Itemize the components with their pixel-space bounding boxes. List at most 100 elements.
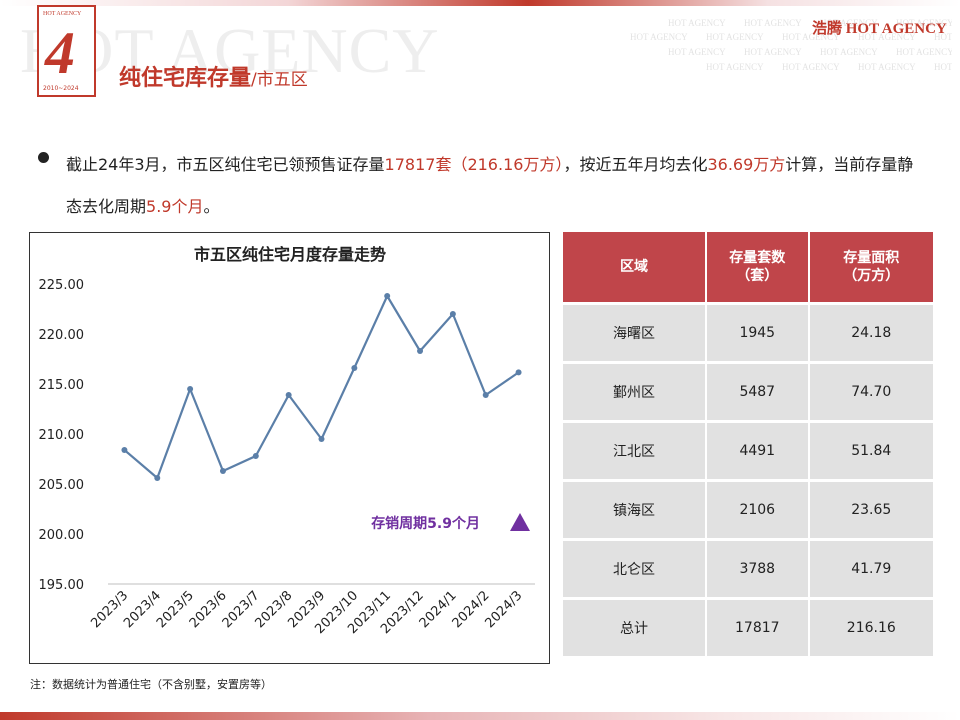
watermark-text: HOT AGENCY xyxy=(896,47,952,57)
cell-area: 24.18 xyxy=(809,305,933,361)
watermark-text: HOT AGENCY xyxy=(744,47,802,57)
cell-units: 2106 xyxy=(707,482,808,538)
cell-area: 51.84 xyxy=(809,423,933,479)
table-row: 鄞州区 5487 74.70 xyxy=(563,364,933,420)
y-axis: 195.00 200.00 205.00 210.00 215.00 220.00 225.… xyxy=(39,278,85,593)
table-header-area: 存量面积 （万方） xyxy=(809,232,933,302)
y-tick-label: 215.00 xyxy=(39,378,85,393)
cell-units: 1945 xyxy=(707,305,808,361)
summary-text-4: 。 xyxy=(203,197,220,216)
watermark-text: HOT AGENCY xyxy=(668,18,726,28)
brand-logo: 浩腾 HOT AGENCY xyxy=(812,21,947,37)
data-point xyxy=(449,311,456,317)
watermark-text: HOT AGENCY xyxy=(782,32,840,42)
header-label: 区域 xyxy=(620,259,648,275)
data-point xyxy=(384,293,391,299)
watermark-text: HOT AGENCY xyxy=(630,32,688,42)
x-axis: 2023/32023/42023/52023/62023/72023/82023… xyxy=(88,583,535,637)
table-row: 北仑区 3788 41.79 xyxy=(563,541,933,597)
cell-district: 鄞州区 xyxy=(563,364,705,420)
bottom-decor-bar xyxy=(0,712,960,720)
watermark-text: HOT AGENCY xyxy=(820,47,878,57)
series-stock xyxy=(121,293,522,481)
y-tick-label: 225.00 xyxy=(39,278,85,293)
cycle-annotation: 存销周期5.9个月 xyxy=(371,515,480,532)
agency-anniversary-logo: HOT AGENCY 4 2010~2024 xyxy=(37,5,96,97)
page-title-suffix: /市五区 xyxy=(251,70,308,90)
data-point xyxy=(515,369,522,376)
data-point xyxy=(351,365,358,371)
watermark-text: HOT AGENCY xyxy=(706,62,764,72)
cell-district: 镇海区 xyxy=(563,482,705,538)
table-header-row: 区域 存量套数 （套） 存量面积 （万方） xyxy=(563,232,933,302)
page-title-main: 纯住宅库存量 xyxy=(119,66,252,91)
watermark-text: HOT AGENCY xyxy=(934,32,952,42)
stock-trend-chart: 市五区纯住宅月度存量走势 195.00 200.00 205.00 210.00 215… xyxy=(29,232,550,664)
watermark-text: HOT AGENCY xyxy=(858,62,916,72)
series-line xyxy=(123,294,520,480)
cell-units: 17817 xyxy=(707,600,808,656)
cell-area: 41.79 xyxy=(809,541,933,597)
x-tick-label: 2024/3 xyxy=(482,588,525,631)
district-stock-table: 区域 存量套数 （套） 存量面积 （万方） 海曙区 1945 24.18 鄞州区 5… xyxy=(563,232,935,659)
data-point xyxy=(417,348,424,354)
watermark-text: HOT AGENCY xyxy=(820,18,878,28)
data-point xyxy=(121,447,128,453)
watermark-text: HOT AGENCY xyxy=(896,18,952,28)
bullet-icon xyxy=(38,152,49,163)
logo-number: 4 xyxy=(45,20,75,86)
logo-top-text: HOT AGENCY xyxy=(43,11,82,17)
cell-district: 海曙区 xyxy=(563,305,705,361)
y-tick-label: 195.00 xyxy=(39,578,85,593)
data-point xyxy=(285,392,292,398)
summary-text-1: 截止24年3月，市五区纯住宅已领预售证存量 xyxy=(66,155,385,174)
watermark-text: HOT AGENCY xyxy=(782,62,840,72)
watermark-text: HOT AGENCY xyxy=(744,18,802,28)
cell-district: 北仑区 xyxy=(563,541,705,597)
summary-paragraph: 截止24年3月，市五区纯住宅已领预售证存量17817套（216.16万方），按近… xyxy=(66,144,926,228)
data-point xyxy=(482,392,489,398)
y-tick-label: 220.00 xyxy=(39,328,85,343)
summary-cycle: 5.9个月 xyxy=(146,197,204,216)
watermark-text: HOT AGENCY xyxy=(934,62,952,72)
cell-district: 总计 xyxy=(563,600,705,656)
cell-area: 216.16 xyxy=(809,600,933,656)
cell-units: 5487 xyxy=(707,364,808,420)
cell-area: 23.65 xyxy=(809,482,933,538)
page-title: 纯住宅库存量/市五区 xyxy=(119,60,308,92)
chart-title: 市五区纯住宅月度存量走势 xyxy=(194,245,386,264)
summary-stock-units: 17817套（216.16万方） xyxy=(384,155,564,174)
table-row: 镇海区 2106 23.65 xyxy=(563,482,933,538)
table-row: 江北区 4491 51.84 xyxy=(563,423,933,479)
y-tick-label: 200.00 xyxy=(39,528,85,543)
data-point xyxy=(252,453,259,459)
watermark-text: HOT AGENCY xyxy=(706,32,764,42)
data-point xyxy=(219,468,226,474)
table-header-district: 区域 xyxy=(563,232,705,302)
summary-avg-absorption: 36.69万方 xyxy=(707,155,786,174)
data-point xyxy=(318,436,325,442)
watermark-grid: HOT AGENCY HOT AGENCY HOT AGENCY HOT AGENCY… xyxy=(622,18,952,82)
summary-text-2: ，按近五年月均去化 xyxy=(563,155,708,174)
data-point xyxy=(154,475,161,481)
watermark-text: HOT AGENCY xyxy=(668,47,726,57)
footnote: 注：数据统计为普通住宅（不含别墅，安置房等） xyxy=(30,678,272,691)
y-tick-label: 205.00 xyxy=(39,478,85,493)
triangle-marker-icon xyxy=(510,513,530,531)
data-point xyxy=(187,386,194,392)
chart-svg: 市五区纯住宅月度存量走势 195.00 200.00 205.00 210.00 215… xyxy=(39,245,535,637)
y-tick-label: 210.00 xyxy=(39,428,85,443)
logo-years: 2010~2024 xyxy=(43,85,79,92)
header-label: 存量套数 （套） xyxy=(729,250,786,284)
top-decor-bar xyxy=(0,0,960,6)
table-row-total: 总计 17817 216.16 xyxy=(563,600,933,656)
summary-text-3: 计算，当前存量静态去化周期 xyxy=(66,155,914,216)
cell-units: 3788 xyxy=(707,541,808,597)
cell-area: 74.70 xyxy=(809,364,933,420)
watermark-text: HOT AGENCY xyxy=(858,32,916,42)
header-label: 存量面积 （万方） xyxy=(843,250,900,284)
cell-district: 江北区 xyxy=(563,423,705,479)
cell-units: 4491 xyxy=(707,423,808,479)
table-header-units: 存量套数 （套） xyxy=(707,232,808,302)
table-row: 海曙区 1945 24.18 xyxy=(563,305,933,361)
